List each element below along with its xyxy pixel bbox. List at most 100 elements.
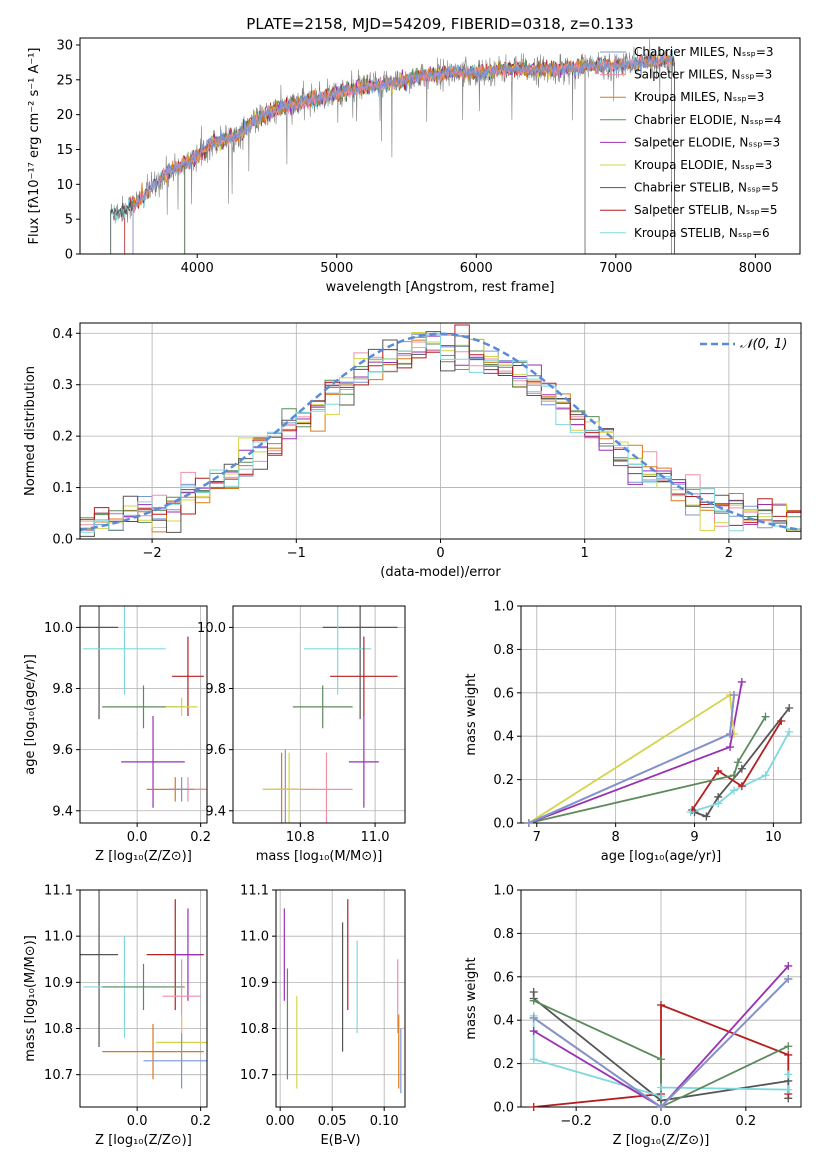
y-tick-label: 30 [56, 38, 73, 53]
series-marker [529, 1055, 538, 1064]
x-axis-label: mass [log₁₀(M/M⊙)] [256, 849, 383, 864]
series-marker [657, 1092, 665, 1101]
x-tick-label: 0.2 [190, 1114, 211, 1129]
series-marker [657, 1055, 665, 1064]
axes-frame [275, 889, 406, 1108]
series-marker [785, 703, 794, 712]
x-tick-label: 0.05 [318, 1114, 347, 1129]
x-tick-label: 9 [690, 830, 698, 845]
y-tick-label: 9.8 [52, 682, 73, 697]
series-marker [702, 812, 711, 821]
figure-title: PLATE=2158, MJD=54209, FIBERID=0318, z=0… [246, 15, 633, 33]
y-tick-label: 0.3 [52, 378, 73, 393]
y-tick-label: 0 [65, 248, 73, 263]
x-axis-label: Z [log₁₀(Z/Z⊙)] [613, 1133, 710, 1148]
x-tick-label: 0 [436, 546, 444, 561]
legend-label: Salpeter MILES, Nₛₛₚ=3 [634, 68, 772, 82]
x-tick-label: 2 [725, 546, 733, 561]
y-tick-label: 0.1 [52, 481, 73, 496]
series-marker [737, 677, 746, 686]
legend-label: Kroupa MILES, Nₛₛₚ=3 [634, 90, 764, 104]
axes-spectrum: 4000 5000 6000 7000 8000 0 5 10 15 20 25 30 waveleng… [27, 37, 801, 295]
plot-area [80, 324, 801, 537]
y-axis-label: age [log₁₀(age/yr)] [23, 654, 38, 775]
series-marker [784, 1050, 793, 1059]
y-tick-label: 11.0 [240, 930, 269, 945]
x-tick-label: 0.10 [370, 1114, 399, 1129]
normal-curve [80, 332, 799, 532]
x-tick-label: −2 [143, 546, 162, 561]
plot-area [262, 606, 398, 823]
model-spectrum [132, 53, 672, 254]
series-marker [529, 996, 538, 1005]
y-tick-label: 20 [56, 108, 73, 123]
residual-histogram [80, 333, 801, 533]
series-marker [714, 766, 723, 775]
series-marker [784, 961, 793, 970]
plot-area [283, 899, 402, 1094]
y-tick-label: 0.4 [493, 730, 514, 745]
series-line [533, 965, 789, 1107]
y-tick-label: 5 [65, 213, 73, 228]
y-tick-label: 11.1 [240, 884, 269, 899]
x-tick-label: 0.2 [736, 1114, 757, 1129]
series-line [533, 978, 789, 1107]
legend-label: 𝒩(0, 1) [740, 337, 787, 352]
series-marker [761, 712, 770, 721]
y-axis-label: Flux [fλ10⁻¹⁷ erg cm⁻² s⁻¹ A⁻¹] [27, 48, 42, 245]
series-line [528, 716, 767, 823]
y-tick-label: 0.8 [493, 643, 514, 658]
x-axis-label: Z [log₁₀(Z/Z⊙)] [95, 1133, 192, 1148]
y-tick-label: 15 [56, 143, 73, 158]
axes-frame [79, 605, 208, 824]
axes-frame [79, 37, 801, 255]
x-tick-label: −1 [287, 546, 306, 561]
y-tick-label: 0.4 [52, 327, 73, 342]
series-marker [729, 786, 738, 795]
y-tick-label: 0.8 [493, 927, 514, 942]
plot-area [528, 681, 790, 823]
axes-residuals: −2 −1 0 1 2 0.0 0.1 0.2 0.3 0.4 (data-model)/error… [23, 322, 802, 580]
series-marker [529, 1103, 538, 1111]
x-axis-label: E(B-V) [320, 1133, 360, 1148]
x-axis-label: wavelength [Angstrom, rest frame] [326, 280, 555, 295]
grid [80, 889, 207, 1107]
legend-label: Chabrier MILES, Nₛₛₚ=3 [634, 45, 774, 59]
series-marker [761, 771, 770, 780]
y-tick-label: 9.4 [205, 804, 226, 819]
y-tick-label: 9.6 [205, 743, 226, 758]
y-tick-label: 10.0 [197, 621, 226, 636]
axes-frame [232, 605, 406, 824]
y-tick-label: 10.7 [44, 1068, 73, 1083]
series-marker [726, 743, 735, 752]
x-tick-label: 8 [612, 830, 620, 845]
series-marker [657, 1103, 665, 1111]
series-marker [733, 758, 742, 767]
y-tick-label: 9.6 [52, 743, 73, 758]
x-tick-label: 0.0 [127, 1114, 148, 1129]
series-marker [686, 808, 695, 817]
legend-label: Kroupa ELODIE, Nₛₛₚ=3 [634, 158, 772, 172]
model-spectrum [110, 49, 675, 254]
y-tick-label: 10 [56, 178, 73, 193]
y-tick-label: 0.2 [493, 1057, 514, 1072]
grid [521, 605, 801, 824]
axes-frame [79, 889, 208, 1108]
legend-label: Chabrier ELODIE, Nₛₛₚ=4 [634, 113, 781, 127]
series-marker [729, 690, 738, 699]
model-spectrum [132, 51, 672, 254]
legend-label: Salpeter ELODIE, Nₛₛₚ=3 [634, 135, 780, 149]
x-tick-label: 4000 [181, 261, 214, 276]
x-tick-label: 1 [581, 546, 589, 561]
x-axis-label: Z [log₁₀(Z/Z⊙)] [95, 849, 192, 864]
y-tick-label: 0.0 [493, 817, 514, 832]
axes-frame [520, 605, 802, 824]
series-marker [714, 799, 723, 808]
series-marker [529, 1027, 538, 1036]
series-marker [657, 1001, 665, 1010]
x-axis-label: (data-model)/error [380, 565, 501, 580]
y-tick-label: 9.4 [52, 804, 73, 819]
series-marker [784, 1070, 793, 1079]
x-tick-label: 0.2 [190, 830, 211, 845]
